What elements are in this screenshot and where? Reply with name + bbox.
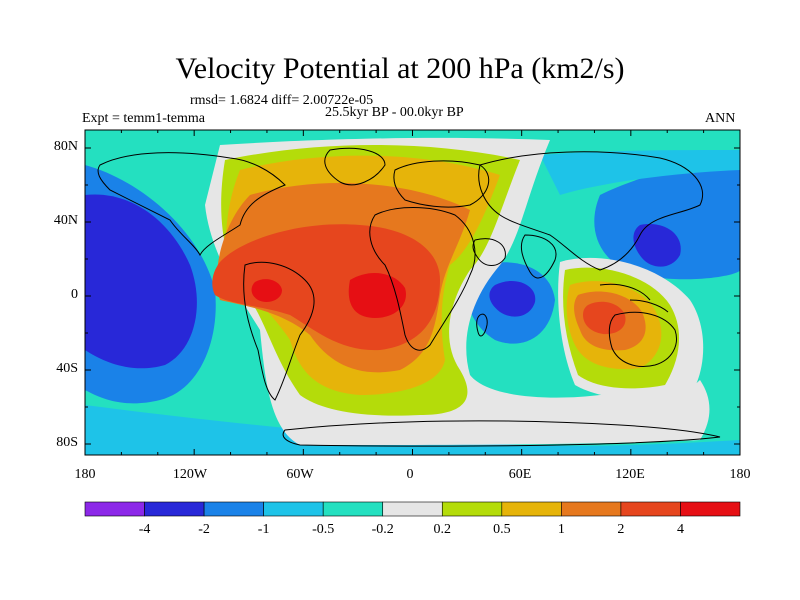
contour-fill-layer — [85, 130, 740, 455]
colorbar-swatch — [382, 501, 443, 517]
coastline-north-america — [97, 152, 286, 257]
y-tick-label: 40N — [53, 213, 78, 228]
x-tick-label: 0 — [406, 467, 414, 482]
colorbar-label: 0.5 — [493, 522, 511, 537]
maritime-red-orange — [583, 301, 626, 335]
colorbar-swatch — [501, 501, 562, 517]
atlantic-red-orange — [212, 224, 440, 351]
coastline-europe — [393, 160, 490, 208]
colorbar-label: -0.5 — [312, 522, 335, 537]
tick-mark-group — [84, 130, 741, 455]
y-tick-label: 80S — [56, 435, 78, 450]
pacific-northwest-light-blue — [540, 150, 740, 195]
south-america-red-core — [251, 279, 282, 302]
stats-text: rmsd= 1.6824 diff= 2.00722e-05 — [190, 93, 374, 108]
x-tick-label: 120W — [172, 467, 208, 482]
colorbar-swatch — [680, 501, 741, 517]
colorbar-label: 4 — [676, 522, 684, 537]
x-tick-label: 180 — [729, 467, 751, 482]
coastline-layer — [97, 147, 721, 447]
coastline-india — [520, 234, 557, 279]
colorbar-swatch — [144, 501, 205, 517]
colorbar-swatch — [263, 501, 324, 517]
x-tick-label: 120E — [615, 467, 645, 482]
x-tick-label: 180 — [74, 467, 96, 482]
colorbar-swatch — [84, 501, 145, 517]
y-tick-label: 40S — [56, 361, 78, 376]
x-tick-label: 60E — [508, 467, 532, 482]
map-title: Velocity Potential at 200 hPa (km2/s) — [175, 52, 625, 85]
atlantic-red-core — [348, 273, 406, 318]
period-label: 25.5kyr BP - 00.0kyr BP — [325, 105, 464, 120]
coastline-asia — [478, 151, 704, 271]
coastline-madagascar — [476, 313, 488, 337]
coastline-maritime-islands — [599, 283, 669, 313]
colorbar-label: 0.2 — [433, 522, 452, 537]
colorbar-label: -0.2 — [371, 522, 394, 537]
colorbar-swatch — [203, 501, 264, 517]
colorbar-label: 2 — [617, 522, 625, 537]
y-tick-label: 80N — [53, 139, 78, 154]
colorbar-label: -1 — [257, 522, 270, 537]
coastline-australia — [608, 311, 677, 367]
coastline-arabia — [472, 238, 506, 266]
colorbar — [84, 501, 741, 517]
pacific-west-dark-blue — [633, 224, 681, 267]
experiment-label: Expt = temm1-temma — [82, 111, 205, 126]
colorbar-swatch — [322, 501, 384, 517]
colorbar-label: -4 — [138, 522, 151, 537]
coastline-africa — [369, 207, 476, 351]
coastline-south-america — [243, 261, 315, 401]
colorbar-swatch — [441, 501, 503, 517]
colorbar-label: 1 — [557, 522, 565, 537]
y-tick-label: 0 — [71, 287, 78, 302]
x-tick-label: 60W — [286, 467, 314, 482]
colorbar-swatch — [561, 501, 622, 517]
colorbar-swatch — [620, 501, 681, 517]
indian-ocean-dark-blue — [489, 281, 536, 317]
southern-ocean-light-blue — [85, 405, 740, 455]
coastline-antarctica — [282, 420, 721, 447]
season-label: ANN — [705, 111, 736, 126]
coastline-greenland — [324, 147, 386, 186]
pacific-east-dark-blue — [85, 194, 197, 369]
colorbar-label: -2 — [198, 522, 210, 537]
